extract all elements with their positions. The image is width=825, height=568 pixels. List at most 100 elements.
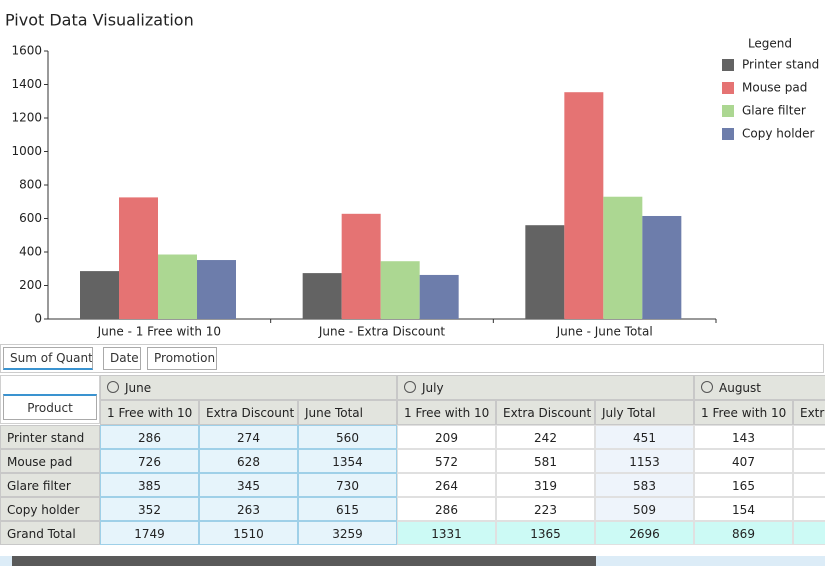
bar — [158, 254, 197, 319]
column-header: July Total — [595, 400, 694, 425]
legend-swatch — [722, 128, 734, 140]
bar — [525, 225, 565, 319]
bar — [564, 92, 604, 319]
pivot-grid: Sum of Quanti Date Promotion Product June Jul… — [0, 344, 825, 568]
bar — [642, 215, 682, 319]
y-tick-label: 1000 — [11, 144, 42, 158]
row-header: Glare filter — [0, 473, 100, 497]
empty-cell — [793, 473, 825, 497]
value-cell: 451 — [595, 425, 694, 449]
value-cell: 263 — [199, 497, 298, 521]
column-field-button[interactable]: Date — [103, 347, 141, 370]
value-cell: 1510 — [199, 521, 298, 545]
bar — [419, 274, 459, 319]
value-cell: 2696 — [595, 521, 694, 545]
bar — [119, 197, 158, 319]
bar — [603, 196, 643, 319]
value-cell: 264 — [397, 473, 496, 497]
legend-swatch — [722, 105, 734, 117]
collapse-icon[interactable] — [107, 381, 119, 393]
value-cell: 3259 — [298, 521, 397, 545]
y-tick-label: 600 — [19, 211, 42, 225]
value-cell: 1331 — [397, 521, 496, 545]
value-cell: 869 — [694, 521, 793, 545]
legend-label: Glare filter — [742, 104, 806, 118]
row-header: Printer stand — [0, 425, 100, 449]
bar — [80, 271, 119, 319]
column-field-button[interactable]: Promotion — [147, 347, 217, 370]
legend-label: Mouse pad — [742, 81, 807, 95]
y-tick-label: 200 — [19, 278, 42, 292]
column-header: Extra Discount — [496, 400, 595, 425]
column-group-header[interactable]: July — [397, 375, 694, 400]
value-field-button[interactable]: Sum of Quanti — [3, 347, 93, 370]
empty-cell — [793, 497, 825, 521]
y-tick-label: 1400 — [11, 77, 42, 91]
legend-title: Legend — [748, 37, 792, 51]
chart: Pivot Data Visualization Legend 0 200 400 6… — [5, 11, 819, 339]
value-cell: 583 — [595, 473, 694, 497]
empty-cell — [793, 521, 825, 545]
field-bar — [0, 344, 824, 373]
value-cell: 726 — [100, 449, 199, 473]
empty-cell — [793, 425, 825, 449]
row-field-button[interactable]: Product — [3, 394, 97, 420]
value-cell: 165 — [694, 473, 793, 497]
column-header: June Total — [298, 400, 397, 425]
y-tick-label: 0 — [34, 312, 42, 326]
value-cell: 730 — [298, 473, 397, 497]
bar — [302, 273, 342, 319]
column-header: 1 Free with 10 — [100, 400, 199, 425]
bar — [380, 261, 420, 319]
legend-swatch — [722, 59, 734, 71]
value-cell: 572 — [397, 449, 496, 473]
value-cell: 286 — [397, 497, 496, 521]
column-header: Extra Discount — [199, 400, 298, 425]
value-cell: 154 — [694, 497, 793, 521]
row-header: Mouse pad — [0, 449, 100, 473]
y-tick-label: 400 — [19, 245, 42, 259]
x-tick-label: June - June Total — [556, 325, 653, 339]
value-cell: 1365 — [496, 521, 595, 545]
value-cell: 407 — [694, 449, 793, 473]
x-tick-label: June - Extra Discount — [318, 325, 446, 339]
value-cell: 385 — [100, 473, 199, 497]
y-tick-label: 1600 — [11, 44, 42, 58]
value-cell: 1354 — [298, 449, 397, 473]
chart-title: Pivot Data Visualization — [5, 11, 194, 30]
value-cell: 274 — [199, 425, 298, 449]
column-header: 1 Free with 10 — [397, 400, 496, 425]
row-header: Copy holder — [0, 497, 100, 521]
x-tick-label: June - 1 Free with 10 — [97, 325, 221, 339]
value-cell: 286 — [100, 425, 199, 449]
value-cell: 345 — [199, 473, 298, 497]
value-cell: 223 — [496, 497, 595, 521]
value-cell: 319 — [496, 473, 595, 497]
value-cell: 628 — [199, 449, 298, 473]
value-cell: 209 — [397, 425, 496, 449]
value-cell: 143 — [694, 425, 793, 449]
value-cell: 1153 — [595, 449, 694, 473]
value-cell: 352 — [100, 497, 199, 521]
collapse-icon[interactable] — [404, 381, 416, 393]
value-cell: 581 — [496, 449, 595, 473]
column-header: Extra Discount — [793, 400, 825, 425]
legend-label: Printer stand — [742, 58, 819, 72]
row-header: Grand Total — [0, 521, 100, 545]
value-cell: 509 — [595, 497, 694, 521]
column-group-header[interactable]: June — [100, 375, 397, 400]
bar — [341, 213, 381, 319]
value-cell: 1749 — [100, 521, 199, 545]
value-cell: 242 — [496, 425, 595, 449]
value-cell: 615 — [298, 497, 397, 521]
bar — [197, 260, 236, 319]
legend-swatch — [722, 82, 734, 94]
value-cell: 560 — [298, 425, 397, 449]
column-group-header[interactable]: August — [694, 375, 825, 400]
y-tick-label: 1200 — [11, 111, 42, 125]
legend-label: Copy holder — [742, 127, 815, 141]
collapse-icon[interactable] — [701, 381, 713, 393]
y-tick-label: 800 — [19, 178, 42, 192]
scroll-thumb[interactable] — [12, 556, 596, 566]
